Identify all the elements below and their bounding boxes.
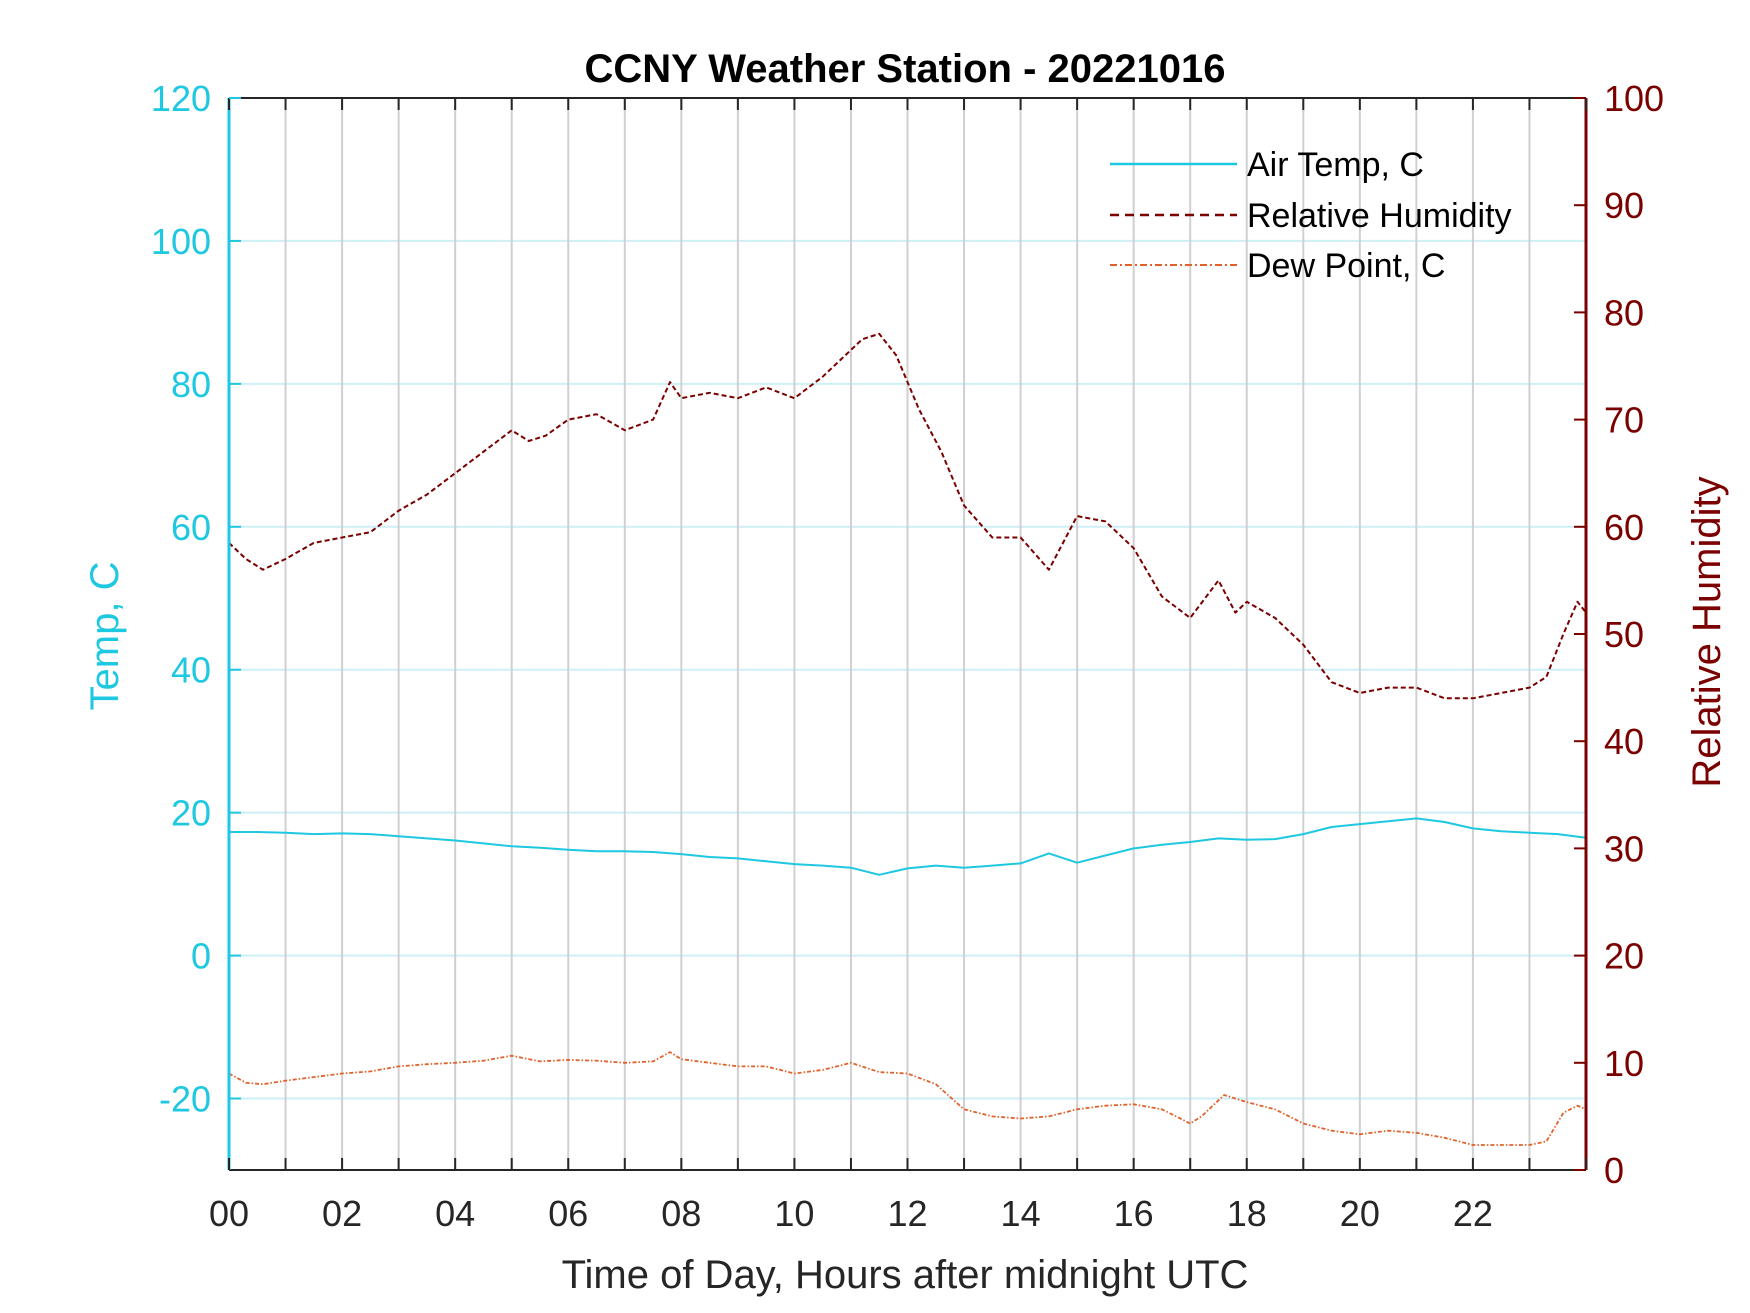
legend-label-air-temp: Air Temp, C <box>1247 146 1424 184</box>
y-right-tick-label: 80 <box>1604 292 1644 333</box>
x-tick-label: 16 <box>1114 1193 1154 1234</box>
y-left-tick-label: 60 <box>171 507 211 548</box>
x-tick-label: 18 <box>1227 1193 1267 1234</box>
y-left-tick-label: 0 <box>191 936 211 977</box>
axes <box>227 97 1588 1171</box>
tick-labels: 00 02 04 06 08 10 12 14 16 18 20 22120100806040200-… <box>151 78 1664 1234</box>
x-tick-label: 06 <box>548 1193 588 1234</box>
x-tick-label: 20 <box>1340 1193 1380 1234</box>
y-right-tick-label: 70 <box>1604 400 1644 441</box>
x-tick-label: 02 <box>322 1193 362 1234</box>
y-right-tick-label: 30 <box>1604 828 1644 869</box>
x-tick-label: 10 <box>774 1193 814 1234</box>
y-left-tick-label: 120 <box>151 78 211 119</box>
y-right-tick-label: 100 <box>1604 78 1664 119</box>
y-right-tick-label: 90 <box>1604 185 1644 226</box>
legend: Air Temp, C Relative Humidity Dew Point,… <box>1110 146 1512 285</box>
x-tick-label: 08 <box>661 1193 701 1234</box>
y-right-tick-label: 10 <box>1604 1043 1644 1084</box>
y-axis-left-label: Temp, C <box>83 562 127 711</box>
y-left-tick-label: 80 <box>171 364 211 405</box>
x-tick-label: 14 <box>1001 1193 1041 1234</box>
y-left-tick-label: 100 <box>151 221 211 262</box>
y-right-tick-label: 0 <box>1604 1150 1624 1191</box>
y-left-tick-label: 40 <box>171 650 211 691</box>
series-air-temp <box>229 817 1587 876</box>
x-tick-label: 04 <box>435 1193 475 1234</box>
y-right-tick-label: 50 <box>1604 614 1644 655</box>
y-axis-right-label: Relative Humidity <box>1685 476 1729 787</box>
y-left-tick-label: -20 <box>159 1079 211 1120</box>
legend-label-dew-point: Dew Point, C <box>1247 247 1445 285</box>
series-layer <box>228 332 1587 1146</box>
x-tick-label: 12 <box>887 1193 927 1234</box>
grid-lines <box>229 97 1586 1170</box>
legend-label-relative-humidity: Relative Humidity <box>1247 197 1512 235</box>
series-dew-point <box>228 1051 1587 1146</box>
x-tick-label: 22 <box>1453 1193 1493 1234</box>
y-right-tick-label: 40 <box>1604 721 1644 762</box>
x-axis-label: Time of Day, Hours after midnight UTC <box>562 1253 1249 1297</box>
y-left-tick-label: 20 <box>171 793 211 834</box>
y-right-tick-label: 20 <box>1604 936 1644 977</box>
x-tick-label: 00 <box>209 1193 249 1234</box>
chart-title: CCNY Weather Station - 20221016 <box>585 47 1226 91</box>
y-right-tick-label: 60 <box>1604 507 1644 548</box>
series-relative-humidity <box>228 332 1587 700</box>
